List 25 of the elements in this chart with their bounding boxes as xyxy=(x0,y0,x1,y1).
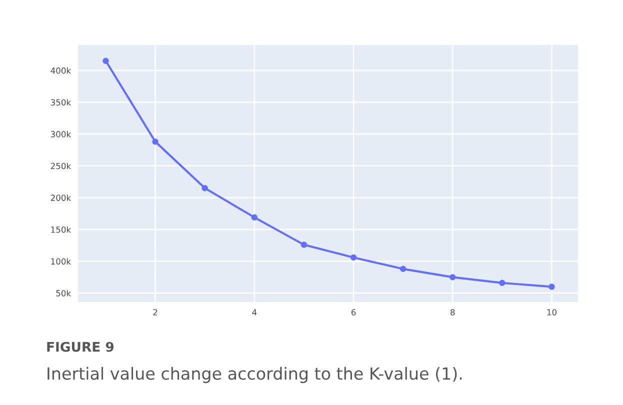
x-tick-label: 6 xyxy=(351,309,356,316)
point xyxy=(102,58,109,64)
point xyxy=(251,214,258,221)
x-tick-label: 8 xyxy=(450,309,455,316)
point xyxy=(300,242,308,248)
y-tick-label: 50k xyxy=(56,290,72,296)
y-tick-label: 100k xyxy=(51,258,72,265)
y-tick-label: 350k xyxy=(50,99,72,106)
x-tick-label: 4 xyxy=(252,309,257,316)
x-tick-label: 2 xyxy=(153,309,158,316)
point xyxy=(400,266,406,272)
text: Inertial value change according to the K-value (1). xyxy=(48,366,462,384)
y-tick-label: 150k xyxy=(51,226,72,233)
point xyxy=(350,254,357,261)
y-tick-label: 400k xyxy=(50,67,72,74)
point xyxy=(548,284,555,290)
y-tick-label: 300k xyxy=(50,130,72,138)
point xyxy=(152,138,158,145)
point xyxy=(499,280,506,286)
x-tick-label: 10 xyxy=(547,309,556,316)
y-tick-label: 250k xyxy=(50,162,72,170)
point xyxy=(202,185,208,192)
caption: FIGURE 9 xyxy=(47,342,114,352)
point xyxy=(450,274,456,280)
y-tick-label: 200k xyxy=(50,194,72,201)
